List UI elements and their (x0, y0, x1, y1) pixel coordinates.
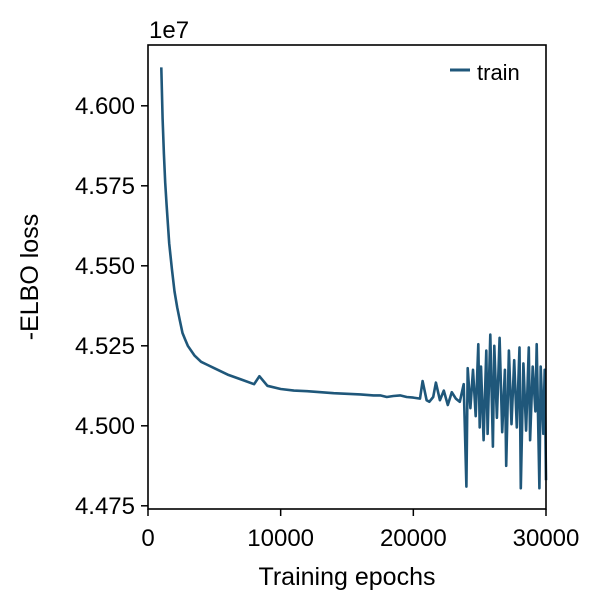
x-tick-label: 0 (141, 525, 154, 552)
legend: train (450, 60, 520, 85)
x-axis-ticks: 0 10000 20000 30000 (141, 509, 579, 552)
legend-label-train: train (477, 60, 520, 85)
x-tick-label: 30000 (513, 525, 580, 552)
plot-area (160, 67, 548, 490)
y-axis-title: -ELBO loss (16, 214, 44, 340)
y-tick-label: 4.600 (75, 93, 135, 120)
plot-frame (147, 44, 547, 510)
y-tick-label: 4.525 (75, 333, 135, 360)
y-tick-label: 4.575 (75, 173, 135, 200)
x-axis-title: Training epochs (259, 563, 436, 591)
y-tick-label: 4.550 (75, 253, 135, 280)
x-tick-label: 10000 (247, 525, 314, 552)
series-line-train (160, 67, 548, 490)
y-axis-offset-label: 1e7 (149, 17, 189, 44)
y-tick-label: 4.500 (75, 413, 135, 440)
x-tick-label: 20000 (380, 525, 447, 552)
y-tick-label: 4.475 (75, 493, 135, 520)
y-axis-ticks: 4.475 4.500 4.525 4.550 4.575 4.600 (75, 93, 148, 520)
